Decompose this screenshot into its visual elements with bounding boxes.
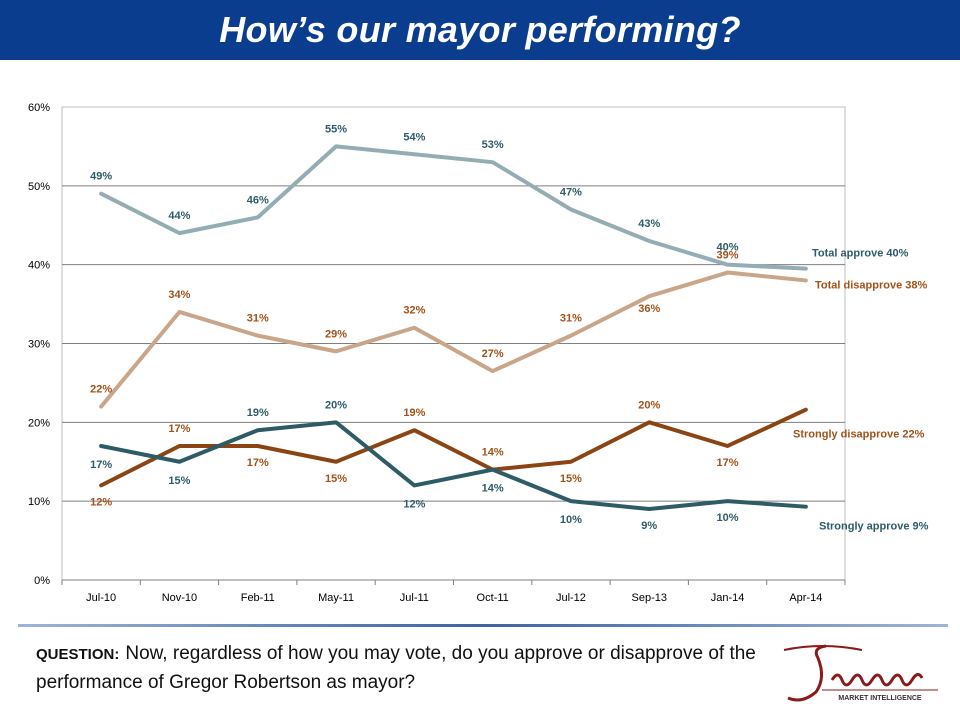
question-block: QUESTION: Now, regardless of how you may … <box>36 640 756 697</box>
title-bar: How’s our mayor performing? <box>0 0 960 60</box>
series-line <box>99 420 808 512</box>
data-label: 19% <box>247 407 269 419</box>
x-tick-label: May-11 <box>318 592 354 604</box>
data-label: 47% <box>560 186 582 198</box>
x-tick-label: Sep-13 <box>632 592 667 604</box>
data-label: 10% <box>560 514 582 526</box>
series-line <box>99 270 808 409</box>
series-name-label: Total approve 40% <box>812 248 909 260</box>
y-tick-label: 50% <box>28 181 50 193</box>
data-label: 39% <box>717 250 739 262</box>
data-label: 10% <box>717 512 739 524</box>
series-line <box>99 407 808 488</box>
y-tick-label: 10% <box>28 496 50 508</box>
x-tick-label: Jul-10 <box>86 592 116 604</box>
x-tick-label: Jul-12 <box>556 592 586 604</box>
y-tick-label: 30% <box>28 339 50 351</box>
x-tick-label: Jul-11 <box>400 592 429 604</box>
divider <box>18 624 948 627</box>
data-label: 17% <box>90 459 112 471</box>
data-label: 14% <box>482 447 504 459</box>
y-tick-label: 20% <box>28 417 50 429</box>
data-label: 49% <box>90 171 112 183</box>
data-label: 15% <box>325 473 347 485</box>
x-tick-label: Apr-14 <box>789 592 822 604</box>
logo-tagline: MARKET INTELLIGENCE <box>838 695 922 702</box>
x-tick-label: Nov-10 <box>162 592 197 604</box>
data-label: 43% <box>638 218 660 230</box>
data-label: 32% <box>403 305 425 317</box>
series-name-label: Strongly approve 9% <box>819 521 929 533</box>
data-label: 31% <box>247 313 269 325</box>
data-label: 12% <box>90 496 112 508</box>
justason-logo: MARKET INTELLIGENCE Justason <box>783 644 938 702</box>
data-label: 29% <box>325 328 347 340</box>
data-label: 20% <box>638 399 660 411</box>
data-label: 15% <box>168 475 190 487</box>
data-label: 55% <box>325 123 347 135</box>
data-label: 46% <box>247 194 269 206</box>
y-tick-label: 0% <box>34 575 50 587</box>
data-label: 53% <box>482 139 504 151</box>
data-label: 17% <box>168 423 190 435</box>
data-label: 15% <box>560 473 582 485</box>
data-label: 40% <box>717 242 739 254</box>
series-line <box>99 144 808 271</box>
data-label: 22% <box>90 384 112 396</box>
question-text: Now, regardless of how you may vote, do … <box>36 643 756 693</box>
line-chart: 0% 10% 20% 30% 40% 50% 60% Jul-10 Nov-10 Feb-11 Ma… <box>28 102 929 604</box>
page-title: How’s our mayor performing? <box>219 9 741 50</box>
data-label: 36% <box>638 303 660 315</box>
data-label: 17% <box>247 457 269 469</box>
x-tick-label: Jan-14 <box>711 592 745 604</box>
data-label: 31% <box>560 313 582 325</box>
series-name-label: Total disapprove 38% <box>815 279 927 291</box>
data-label: 44% <box>168 210 190 222</box>
data-label: 17% <box>717 457 739 469</box>
data-label: 54% <box>403 131 425 143</box>
y-tick-label: 60% <box>28 102 50 114</box>
series-name-label: Strongly disapprove 22% <box>793 429 925 441</box>
x-tick-label: Feb-11 <box>241 592 275 604</box>
data-label: 9% <box>641 520 657 532</box>
question-label: QUESTION: <box>36 646 120 663</box>
data-label: 19% <box>403 407 425 419</box>
data-label: 34% <box>168 289 190 301</box>
y-tick-label: 40% <box>28 260 50 272</box>
x-tick-label: Oct-11 <box>477 592 509 604</box>
data-label: 12% <box>403 498 425 510</box>
data-label: 27% <box>482 348 504 360</box>
data-label: 14% <box>482 483 504 495</box>
data-label: 20% <box>325 399 347 411</box>
